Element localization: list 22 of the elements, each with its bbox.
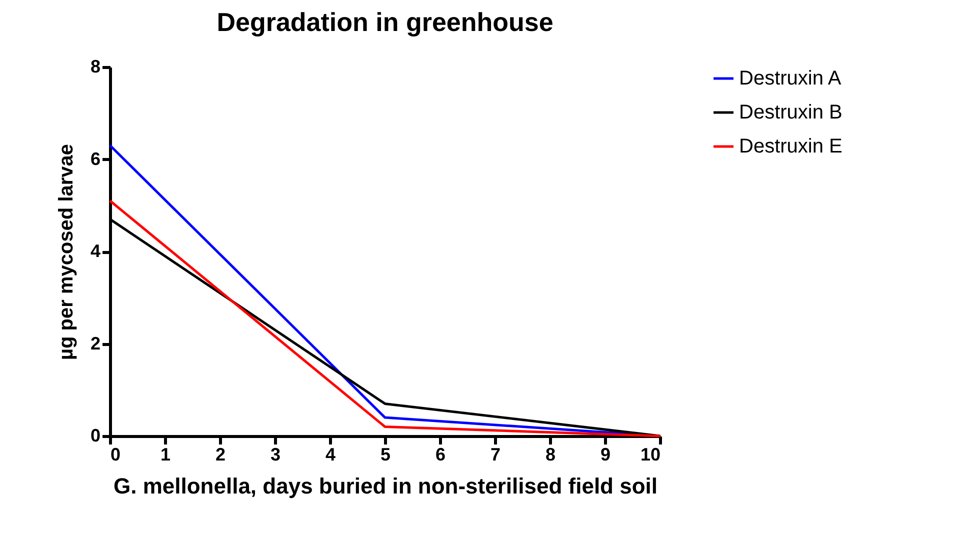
- y-tick-label: 8: [90, 56, 100, 76]
- y-tick-label: 6: [90, 148, 100, 169]
- x-tick-label: 8: [545, 444, 556, 464]
- legend-label: Destruxin A: [739, 68, 842, 90]
- x-tick-label: 0: [110, 444, 121, 464]
- x-tick-label: 9: [600, 444, 611, 464]
- x-tick-label: 6: [435, 444, 446, 464]
- legend-label: Destruxin B: [739, 102, 842, 124]
- x-tick-label: 10: [640, 444, 660, 464]
- x-tick-label: 1: [160, 444, 171, 464]
- x-axis-title: G. mellonella, days buried in non-sterilised field soil: [113, 474, 658, 498]
- x-tick-label: 2: [215, 444, 226, 464]
- y-axis-title: µg per mycosed larvae: [55, 144, 78, 360]
- legend-label: Destruxin E: [739, 136, 842, 158]
- y-tick-label: 0: [90, 426, 100, 446]
- x-tick-label: 7: [490, 444, 501, 464]
- y-tick-label: 4: [90, 241, 100, 261]
- x-tick-label: 5: [380, 444, 391, 464]
- y-tick-label: 2: [90, 333, 100, 354]
- chart-title: Degradation in greenhouse: [216, 7, 554, 37]
- x-tick-label: 3: [270, 444, 281, 464]
- x-tick-label: 4: [325, 444, 336, 464]
